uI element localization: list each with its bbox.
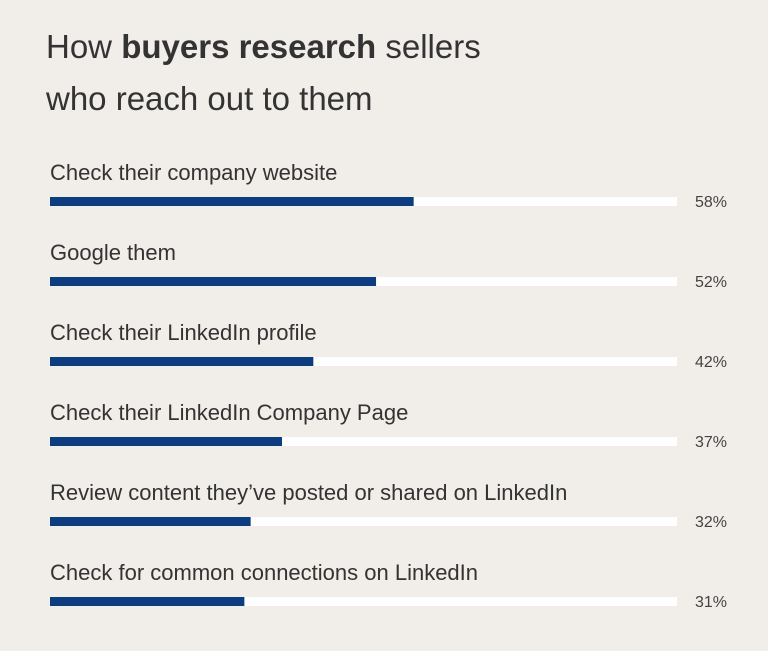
bar-track — [50, 517, 677, 526]
value-label: 58% — [695, 194, 727, 211]
value-label: 31% — [695, 594, 727, 611]
title-part: How — [46, 28, 112, 65]
chart-title-line: who reach out to them — [45, 80, 373, 117]
value-label: 42% — [695, 354, 727, 371]
category-label: Check for common connections on LinkedIn — [50, 560, 478, 585]
value-label: 37% — [695, 434, 727, 451]
bar — [50, 197, 414, 206]
category-label: Check their LinkedIn profile — [50, 320, 317, 345]
bar — [50, 357, 314, 366]
category-label: Review content they’ve posted or shared … — [50, 480, 567, 505]
bar — [50, 517, 251, 526]
value-label: 52% — [695, 274, 727, 291]
bar — [50, 277, 377, 286]
value-label: 32% — [695, 514, 727, 531]
bar-track — [50, 437, 677, 446]
title-part: buyers research — [121, 28, 376, 65]
category-label: Check their company website — [50, 160, 337, 185]
title-part: sellers — [385, 28, 480, 65]
title-part: who reach out to them — [45, 80, 373, 117]
bar — [50, 597, 245, 606]
category-label: Google them — [50, 240, 176, 265]
category-label: Check their LinkedIn Company Page — [50, 400, 408, 425]
chart-title-line: How buyers research sellers — [46, 28, 481, 65]
bar-track — [50, 597, 677, 606]
bar — [50, 437, 282, 446]
bar-track — [50, 357, 677, 366]
